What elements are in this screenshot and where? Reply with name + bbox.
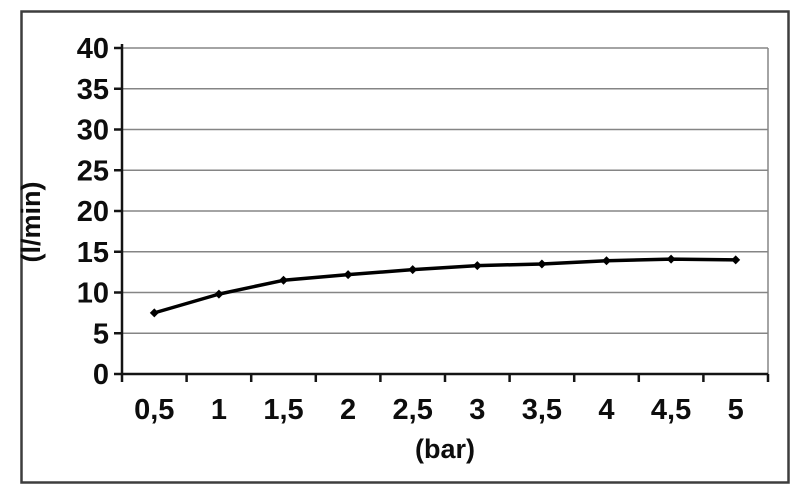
data-point-marker xyxy=(279,275,288,285)
data-point-marker xyxy=(472,261,482,271)
x-tick-label: 3 xyxy=(469,394,485,426)
x-tick-label: 1 xyxy=(211,394,227,426)
y-tick-label: 20 xyxy=(77,196,109,228)
y-tick-label: 0 xyxy=(93,359,109,391)
x-tick-label: 3,5 xyxy=(522,394,562,426)
data-point-marker xyxy=(731,255,741,265)
data-point-marker xyxy=(343,270,353,280)
x-tick-label: 4,5 xyxy=(651,394,691,426)
y-axis-title: (l/min) xyxy=(16,182,46,263)
y-tick-label: 5 xyxy=(93,318,109,350)
x-tick-label: 0,5 xyxy=(134,394,174,426)
data-point-marker xyxy=(537,259,547,269)
y-tick-label: 25 xyxy=(77,155,109,187)
y-tick-label: 15 xyxy=(77,237,109,269)
y-tick-label: 35 xyxy=(77,74,109,106)
data-series xyxy=(149,254,741,318)
x-tick-label: 4 xyxy=(598,394,614,426)
axes xyxy=(114,44,770,382)
data-point-marker xyxy=(408,265,418,275)
x-tick-label: 2 xyxy=(340,394,356,426)
data-point-marker xyxy=(149,308,159,318)
data-point-marker xyxy=(214,289,224,299)
data-point-marker xyxy=(666,254,676,264)
data-point-marker xyxy=(602,256,611,266)
y-tick-label: 10 xyxy=(77,278,109,310)
x-tick-label: 5 xyxy=(728,394,744,426)
tick-labels: 0 5 10 15 20 25 30 35 40 0,5 1 1,5 2 2,5 3 3,5 4 4,5 5 xyxy=(77,33,744,426)
y-tick-label: 40 xyxy=(77,33,109,65)
x-axis-title: (bar) xyxy=(415,434,475,464)
x-tick-label: 2,5 xyxy=(393,394,433,426)
y-tick-label: 30 xyxy=(77,115,109,147)
x-tick-label: 1,5 xyxy=(263,394,303,426)
chart-border xyxy=(20,10,790,484)
series-line xyxy=(152,257,738,315)
